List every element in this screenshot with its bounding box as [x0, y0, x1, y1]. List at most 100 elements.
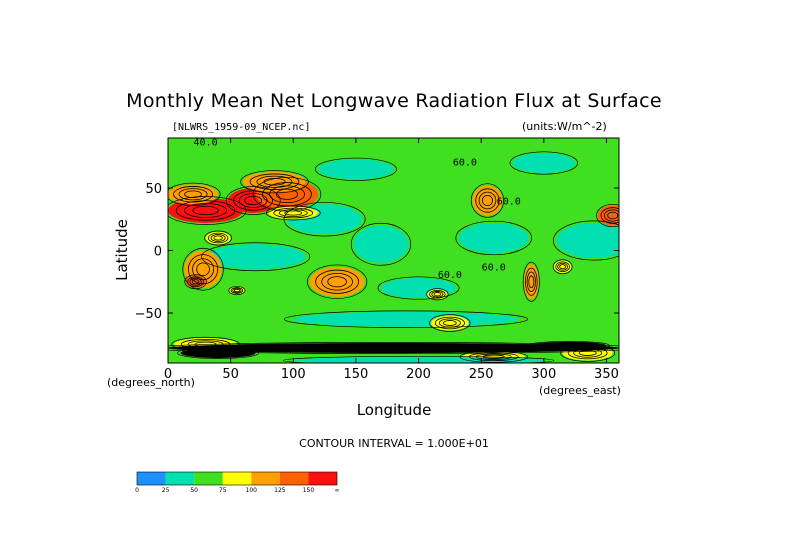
field-region	[597, 205, 619, 226]
contour-line	[228, 285, 246, 296]
field-region	[472, 185, 503, 216]
y-tick-label: 50	[145, 182, 162, 197]
plot-area: 40.0 60.0 60.0 60.0 60.0	[168, 138, 619, 363]
contour-line	[527, 340, 610, 351]
contour-line	[249, 173, 300, 190]
x-tick-label: 100	[281, 367, 306, 382]
contour-line	[173, 186, 213, 203]
contour-line	[528, 275, 535, 289]
field-region	[458, 223, 529, 253]
contour-line	[526, 271, 536, 292]
contour-line	[553, 220, 619, 261]
file-label: [NLWRS_1959-09_NCEP.nc]	[172, 122, 310, 133]
y-tick-label: −50	[135, 307, 162, 322]
chart-title: Monthly Mean Net Longwave Radiation Flux…	[126, 90, 662, 112]
contour-interval-label: CONTOUR INTERVAL = 1.000E+01	[299, 437, 489, 450]
contour-value-label: 60.0	[453, 158, 477, 169]
field-region	[168, 198, 244, 223]
contour-line	[481, 194, 493, 206]
y-unit-label: (degrees_north)	[107, 376, 195, 389]
field-region	[556, 223, 619, 258]
contour-line	[559, 264, 567, 270]
contour-line	[282, 355, 555, 363]
colorbar-label: 0	[135, 487, 139, 494]
contour-line	[192, 205, 219, 216]
field-region	[318, 159, 394, 180]
colorbar-frame	[136, 471, 338, 486]
contour-line	[607, 211, 619, 220]
contour-line	[573, 348, 603, 358]
colorbar-swatch	[279, 472, 309, 485]
contour-line	[578, 350, 597, 356]
colorbar-swatch	[308, 472, 337, 485]
contour-line	[189, 277, 202, 286]
contour-label-layer: 40.0 60.0 60.0 60.0 60.0	[194, 138, 521, 281]
colorbar-label: 50	[190, 487, 198, 494]
contour-line	[168, 182, 221, 206]
contour-line	[321, 272, 353, 291]
contour-line	[350, 222, 412, 266]
field-region	[205, 244, 306, 270]
field-region	[180, 348, 256, 358]
contour-line	[168, 342, 619, 354]
contour-line	[191, 279, 200, 285]
x-tick-label: 50	[222, 367, 239, 382]
x-tick-label: 150	[344, 367, 369, 382]
colorbar-swatch	[251, 472, 280, 485]
colorbar-label: 125	[274, 487, 286, 494]
contour-line	[555, 261, 570, 273]
contour-line	[327, 276, 347, 288]
contour-line	[180, 338, 231, 350]
x-tick-label: 350	[594, 367, 619, 382]
field-region	[531, 341, 607, 350]
colorbar-label: 150	[303, 487, 315, 494]
y-axis-label: Latitude	[113, 219, 131, 281]
x-unit-label: (degrees_east)	[539, 384, 621, 397]
contour-value-label: 60.0	[438, 270, 462, 281]
contour-line	[184, 203, 228, 218]
field-region	[431, 315, 469, 331]
contour-line	[525, 267, 538, 296]
colorbar-label: ∞	[335, 487, 340, 494]
contour-line	[470, 183, 505, 218]
field-region	[512, 153, 576, 173]
contour-line	[196, 262, 210, 277]
contour-line	[475, 188, 500, 213]
units-label: (units:W/m^-2)	[522, 120, 607, 133]
contour-line	[284, 210, 303, 216]
contour-line	[307, 264, 368, 299]
contour-line	[184, 190, 202, 199]
contour-line	[567, 346, 608, 360]
contour-line	[275, 188, 299, 200]
contour-line	[314, 157, 397, 181]
contour-line	[600, 207, 619, 224]
contour-line	[377, 276, 460, 300]
contour-line	[455, 220, 532, 256]
x-tick-label: 200	[406, 367, 431, 382]
colorbar-label: 75	[219, 487, 227, 494]
contour-line	[273, 207, 314, 219]
contour-line	[278, 209, 308, 217]
contour-line	[443, 320, 457, 326]
contour-line	[256, 175, 293, 188]
contour-value-label: 60.0	[497, 196, 521, 207]
contour-line	[230, 287, 244, 294]
contour-value-label: 60.0	[482, 263, 506, 274]
colorbar-swatch	[194, 472, 223, 485]
contour-line	[431, 291, 444, 298]
contour-line	[210, 234, 226, 242]
contour-line	[552, 259, 573, 275]
contour-line	[433, 292, 442, 297]
field-region	[293, 311, 519, 327]
x-tick-label: 300	[531, 367, 556, 382]
contour-line	[201, 242, 311, 272]
colorbar-swatch	[165, 472, 195, 485]
contour-line	[315, 269, 360, 294]
contour-line	[265, 205, 321, 221]
field-region	[353, 225, 409, 263]
colorbar-swatch	[222, 472, 252, 485]
contour-line	[283, 310, 529, 329]
contour-line	[603, 209, 619, 222]
colorbar: 0 25 50 75 100 125 150 ∞	[135, 471, 340, 494]
field-region	[229, 286, 245, 295]
